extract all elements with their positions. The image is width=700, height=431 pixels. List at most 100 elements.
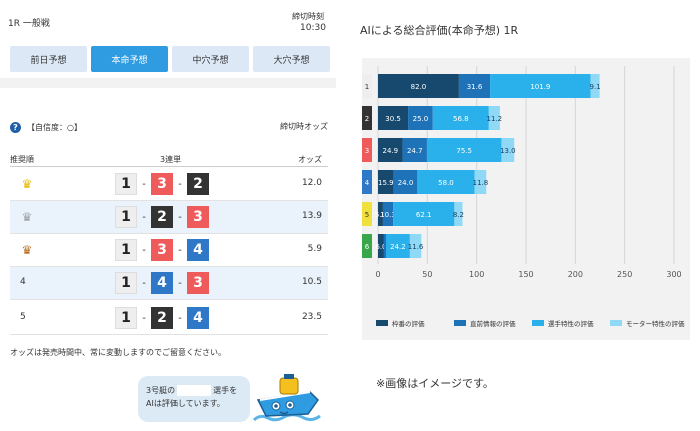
boat-number: 1	[115, 206, 137, 228]
table-row: ♛ 1 - 3 - 2 12.0	[10, 168, 328, 201]
bar-segment	[488, 106, 500, 130]
question-icon[interactable]: ?	[10, 121, 21, 133]
data-label: 6.0	[375, 243, 386, 251]
tab-mid-longshot[interactable]: 中穴予想	[172, 46, 249, 72]
bubble-line1-pre: 3号艇の	[146, 386, 176, 395]
header-rank: 推奨順	[10, 155, 34, 164]
bar-segment	[382, 202, 394, 226]
bar-segment	[454, 202, 463, 226]
boat-number: 3	[151, 239, 173, 261]
gold-crown-icon: ♛	[21, 177, 33, 191]
odds-at-close-label: 締切時オッズ	[280, 122, 328, 131]
category-color-strip	[362, 170, 372, 194]
data-label: 10.3	[380, 211, 396, 219]
bar-segment	[417, 170, 475, 194]
category-color-strip	[362, 74, 372, 98]
x-tick-label: 200	[568, 270, 583, 279]
bar-segment	[393, 170, 418, 194]
odds-value: 13.9	[301, 211, 322, 221]
odds-value: 5.9	[307, 244, 322, 254]
data-label: 8.2	[453, 211, 464, 219]
category-label: 3	[365, 147, 369, 155]
bar-segment	[408, 106, 433, 130]
category-label: 1	[365, 83, 369, 91]
ai-evaluation-panel: AIによる総合評価(本命予想) 1R 0 50 100 150 200 250 300 1 82…	[340, 0, 700, 431]
legend-label: 枠番の評価	[392, 319, 425, 328]
category-label: 5	[365, 211, 369, 219]
legend-swatch	[532, 320, 544, 326]
deadline-time: 10:30	[300, 23, 326, 33]
category-color-strip	[362, 106, 372, 130]
legend-swatch	[610, 320, 622, 326]
bar-segment	[458, 74, 491, 98]
x-tick-label: 150	[518, 270, 533, 279]
bar-segment	[474, 170, 487, 194]
data-label: 58.0	[438, 179, 454, 187]
combo: 1 - 4 - 3	[115, 272, 209, 294]
data-label: 30.5	[385, 115, 401, 123]
prediction-panel: 1R 一般戦 締切時刻 10:30 前日予想 本命予想 中穴予想 大穴予想 ? …	[0, 0, 336, 431]
bronze-crown-icon: ♛	[21, 243, 33, 257]
combo: 1 - 3 - 2	[115, 173, 209, 195]
boat-number: 2	[151, 206, 173, 228]
redacted-name	[177, 385, 212, 396]
category-label: 2	[365, 115, 369, 123]
boat-number: 1	[115, 307, 137, 329]
legend-label: モーター特性の評価	[626, 319, 685, 328]
table-row: ♛ 1 - 3 - 4 5.9	[10, 234, 328, 267]
data-label: 101.9	[530, 83, 550, 91]
category-label: 6	[365, 243, 370, 251]
legend-label: 直前情報の評価	[470, 319, 516, 328]
data-label: 11.2	[487, 115, 503, 123]
prediction-tabs: 前日予想 本命予想 中穴予想 大穴予想	[10, 46, 330, 72]
x-tick-label: 250	[617, 270, 632, 279]
bar-segment	[378, 106, 409, 130]
rank-number: 5	[20, 312, 26, 322]
bar-segment	[501, 138, 515, 162]
bar-segment	[590, 74, 600, 98]
x-tick-label: 0	[375, 270, 380, 279]
table-header: 推奨順 3連単 オッズ	[10, 153, 328, 167]
data-label: 9.1	[590, 83, 601, 91]
tab-previous-day[interactable]: 前日予想	[10, 46, 87, 72]
tab-longshot[interactable]: 大穴予想	[253, 46, 330, 72]
combo: 1 - 2 - 3	[115, 206, 209, 228]
tab-favorite[interactable]: 本命予想	[91, 46, 168, 72]
x-tick-label: 50	[422, 270, 432, 279]
data-label: 24.7	[407, 147, 423, 155]
confidence-text: 【自信度：○】	[27, 122, 82, 132]
data-label: 11.6	[408, 243, 424, 251]
bar-segment	[378, 170, 394, 194]
table-row: 4 1 - 4 - 3 10.5	[10, 267, 328, 300]
bar-segment	[378, 234, 384, 258]
silver-crown-icon: ♛	[21, 210, 33, 224]
boat-number: 4	[187, 307, 209, 329]
combo: 1 - 3 - 4	[115, 239, 209, 261]
deadline-label: 締切時刻	[292, 12, 324, 21]
data-label: 13.0	[500, 147, 516, 155]
odds-notice: オッズは発売時間中、常に変動しますのでご留意ください。	[10, 348, 226, 357]
legend-label: 選手特性の評価	[548, 319, 594, 328]
data-label: 5.0	[375, 211, 386, 219]
boat-number: 4	[187, 239, 209, 261]
odds-value: 10.5	[301, 277, 322, 287]
data-label: 15.9	[378, 179, 394, 187]
bar-segment	[402, 138, 427, 162]
x-tick-label: 300	[666, 270, 681, 279]
bar-segment	[432, 106, 489, 130]
bar-segment	[378, 138, 403, 162]
bar-segment	[383, 234, 386, 258]
boat-mascot-icon	[252, 374, 321, 422]
table-row: ♛ 1 - 2 - 3 13.9	[10, 201, 328, 234]
chart-title: AIによる総合評価(本命予想) 1R	[360, 24, 519, 37]
bubble-text: 3号艇の 選手を AIは評価しています。	[146, 384, 237, 410]
data-label: 82.0	[411, 83, 427, 91]
bubble-line2: AIは評価しています。	[146, 399, 225, 408]
category-color-strip	[362, 202, 372, 226]
bar-segment	[426, 138, 502, 162]
data-label: 24.0	[398, 179, 414, 187]
boat-number: 3	[151, 173, 173, 195]
boat-number: 4	[151, 272, 173, 294]
tab-divider	[0, 78, 336, 88]
header-odds: オッズ	[298, 155, 322, 164]
